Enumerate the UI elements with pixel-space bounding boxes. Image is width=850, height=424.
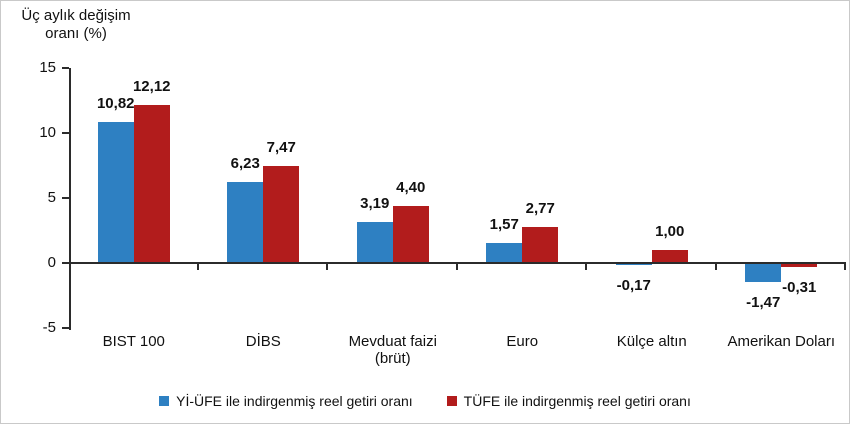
x-axis-line: [69, 262, 846, 264]
x-axis-tick: [326, 264, 328, 270]
bar-value-label: 12,12: [132, 78, 171, 96]
y-axis-tick: [62, 327, 69, 329]
bar: [263, 165, 300, 263]
y-axis-tick: [62, 262, 69, 264]
bar: [486, 242, 523, 263]
y-axis-tick: [62, 132, 69, 134]
bar-value-label: 1,00: [655, 223, 685, 240]
bar: [392, 205, 429, 263]
bar: [651, 250, 688, 263]
legend-item: Yİ-ÜFE ile indirgenmiş reel getiri oranı: [159, 393, 413, 409]
bar-value-label: 2,77: [525, 199, 555, 217]
y-axis-title-line2: oranı (%): [45, 25, 107, 42]
legend: Yİ-ÜFE ile indirgenmiş reel getiri oranı…: [1, 393, 849, 409]
category-label: Amerikan Doları: [727, 333, 836, 350]
legend-color-swatch: [159, 396, 170, 406]
legend-item: TÜFE ile indirgenmiş reel getiri oranı: [446, 393, 691, 409]
category-label: Mevduat faizi (brüt): [348, 333, 437, 367]
x-axis-tick: [585, 264, 587, 270]
plot-area: 15 10 5 0 -5 10,82 6,23 3,19 1,57 -0,17 -1,47 12,12…: [39, 59, 846, 367]
bar-value-label: -1,47: [746, 294, 781, 312]
y-axis-tick-label: -5: [42, 319, 56, 336]
category-label: BIST 100: [102, 333, 165, 350]
bar-value-label: -0,31: [782, 279, 817, 297]
bar-value-label: 1,57: [489, 215, 519, 233]
x-axis-tick: [196, 264, 199, 270]
y-axis-title: Üç aylık değişim oranı (%): [1, 7, 151, 43]
bar: [745, 263, 782, 283]
category-label: Euro: [506, 333, 539, 350]
bar: [781, 263, 818, 268]
y-axis-tick-label: 10: [39, 124, 56, 141]
x-axis-tick: [844, 264, 846, 270]
bar: [97, 122, 134, 263]
legend-color-swatch: [446, 396, 457, 406]
y-axis-tick: [62, 197, 69, 199]
bar: [133, 105, 170, 263]
y-axis-tick-label: 0: [47, 254, 56, 271]
bar-value-label: 10,82: [96, 95, 135, 113]
bar-value-label: 7,47: [266, 138, 296, 156]
legend-label: TÜFE ile indirgenmiş reel getiri oranı: [463, 393, 691, 409]
category-label: DİBS: [245, 333, 281, 350]
y-axis-line: [69, 68, 71, 330]
y-axis-tick-label: 15: [39, 59, 56, 76]
y-axis-title-line1: Üç aylık değişim: [21, 7, 131, 24]
y-axis-tick: [62, 67, 69, 69]
bar-value-label: 3,19: [360, 194, 390, 212]
bar: [522, 226, 559, 263]
legend-label: Yİ-ÜFE ile indirgenmiş reel getiri oranı: [176, 393, 413, 409]
bar-value-label: -0,17: [616, 277, 651, 295]
bar: [356, 221, 393, 263]
x-axis-tick: [714, 264, 717, 270]
bar: [615, 263, 652, 266]
category-label: Külçe altın: [616, 333, 687, 350]
bar-value-label: 6,23: [230, 155, 260, 172]
bar: [227, 182, 264, 263]
bar-value-label: 4,40: [396, 178, 426, 196]
x-axis-tick: [455, 264, 458, 270]
y-axis-tick-label: 5: [47, 189, 56, 206]
